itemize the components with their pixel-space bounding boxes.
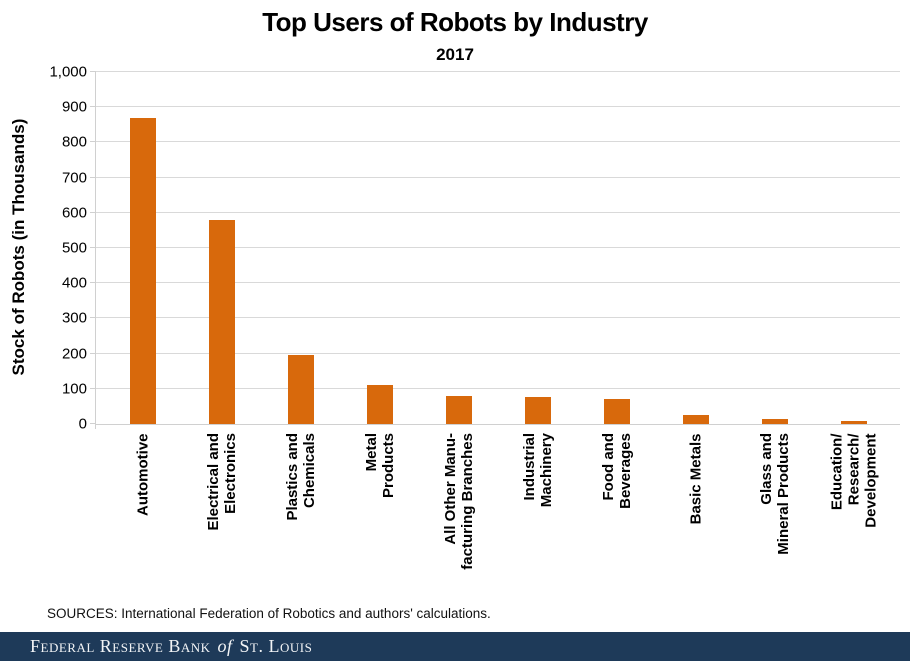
y-axis-tick-label: 500: [61, 239, 87, 257]
x-label-slot: Electrical and Electronics: [182, 433, 261, 605]
y-axis-tick-label: 700: [61, 169, 87, 187]
gridline: [96, 141, 900, 143]
plot-area: [90, 71, 900, 429]
bar-food-and-beverages: [603, 399, 630, 424]
y-axis-tick-mark: [90, 176, 96, 178]
bar-education-research-development: [840, 420, 867, 424]
bar-automotive: [129, 117, 156, 424]
bar-slot: [340, 72, 419, 424]
y-axis-tick-mark: [90, 423, 96, 424]
y-axis-tick-label: 900: [61, 98, 87, 116]
x-label-slot: Basic Metals: [656, 433, 735, 605]
bar-slot: [103, 72, 182, 424]
x-axis-label-plastics-and-chemicals: Plastics and Chemicals: [283, 433, 318, 521]
x-axis-label-education-research-development: Education/Research/Development: [828, 433, 879, 528]
y-axis-tick-mark: [90, 317, 96, 319]
bar-slot: [261, 72, 340, 424]
x-label-slot: Education/Research/Development: [814, 433, 893, 605]
gridline: [96, 176, 900, 178]
y-axis-tick-mark: [90, 106, 96, 108]
y-axis-tick-mark: [90, 387, 96, 389]
bar-slot: [577, 72, 656, 424]
x-axis-label-food-and-beverages: Food and Beverages: [599, 433, 634, 509]
bar-metal-products: [366, 385, 393, 424]
bar-industrial-machinery: [524, 396, 551, 424]
x-label-slot: All Other Manu-facturing Branches: [419, 433, 498, 605]
bar-slot: [498, 72, 577, 424]
x-axis-tick-mark: [95, 424, 96, 429]
sources-note: SOURCES: International Federation of Rob…: [47, 606, 491, 621]
gridline: [96, 71, 900, 72]
bar-plastics-and-chemicals: [287, 355, 314, 424]
banner-text-post: St. Louis: [239, 636, 313, 656]
x-axis-label-industrial-machinery: Industrial Machinery: [520, 433, 555, 508]
x-axis-category-labels: Automotive Electrical and Electronics Plast…: [103, 433, 893, 605]
bar-electrical-and-electronics: [208, 219, 235, 424]
y-axis-tick-mark: [90, 282, 96, 284]
banner-text-pre: Federal Reserve Bank: [30, 636, 211, 656]
gridline: [96, 247, 900, 248]
bar-slot: [814, 72, 893, 424]
y-axis-tick-mark: [90, 211, 96, 213]
chart-subtitle: 2017: [436, 45, 474, 64]
y-axis-tick-label: 600: [61, 204, 87, 222]
gridline: [96, 106, 900, 108]
y-axis-tick-label: 400: [61, 274, 87, 292]
gridline: [96, 387, 900, 389]
x-label-slot: Glass and Mineral Products: [735, 433, 814, 605]
x-axis-label-basic-metals: Basic Metals: [687, 433, 704, 524]
x-axis-label-glass-and-mineral-products: Glass and Mineral Products: [757, 433, 792, 555]
y-axis-tick-mark: [90, 247, 96, 248]
gridline: [96, 317, 900, 319]
bar-basic-metals: [682, 415, 709, 424]
x-axis-label-metal-products: Metal Products: [362, 433, 397, 499]
gridline: [96, 282, 900, 284]
x-label-slot: Plastics and Chemicals: [261, 433, 340, 605]
gridline: [96, 352, 900, 354]
y-axis-tick-label: 300: [61, 309, 87, 327]
y-axis-tick-label: 100: [61, 380, 87, 398]
x-label-slot: Metal Products: [340, 433, 419, 605]
x-axis-label-all-other-manufacturing-branches: All Other Manu-facturing Branches: [441, 433, 476, 570]
federal-reserve-bank-banner: Federal Reserve Bank of St. Louis: [0, 632, 910, 661]
bar-slot: [656, 72, 735, 424]
y-axis-tick-mark: [90, 71, 96, 72]
y-axis-tick-mark: [90, 141, 96, 143]
bar-slot: [419, 72, 498, 424]
gridline: [96, 211, 900, 213]
y-axis-tick-label: 1,000: [49, 63, 87, 81]
y-axis-tick-label: 200: [61, 345, 87, 363]
y-axis-tick-label: 800: [61, 133, 87, 151]
bar-all-other-manufacturing-branches: [445, 395, 472, 424]
x-axis-label-automotive: Automotive: [134, 433, 151, 516]
banner-text-of: of: [217, 636, 233, 656]
chart-title: Top Users of Robots by Industry: [262, 7, 648, 37]
x-axis-label-electrical-and-electronics: Electrical and Electronics: [204, 433, 239, 531]
bar-slot: [182, 72, 261, 424]
x-label-slot: Automotive: [103, 433, 182, 605]
bar-series: [103, 72, 893, 424]
y-axis-tick-label: 0: [78, 415, 87, 433]
bar-slot: [735, 72, 814, 424]
x-label-slot: Food and Beverages: [577, 433, 656, 605]
y-axis-tick-mark: [90, 352, 96, 354]
x-label-slot: Industrial Machinery: [498, 433, 577, 605]
bar-glass-and-mineral-products: [761, 419, 788, 424]
